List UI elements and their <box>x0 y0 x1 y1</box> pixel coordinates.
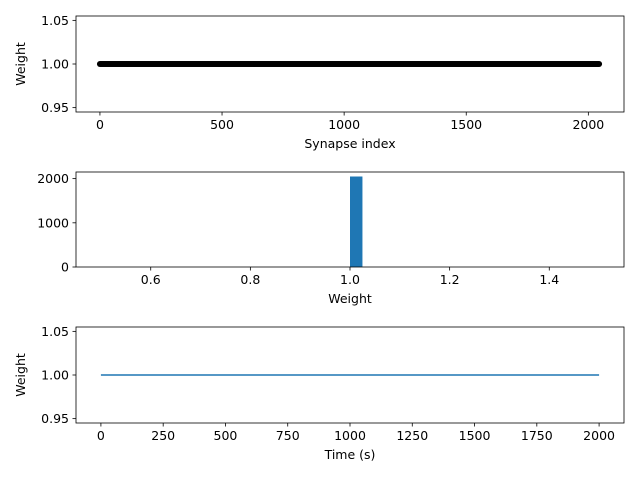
x-tick-label: 0 <box>96 117 104 132</box>
x-tick-label: 2000 <box>572 117 604 132</box>
x-tick-label: 2000 <box>583 428 615 443</box>
x-tick-label: 1.0 <box>340 272 360 287</box>
x-axis-label: Synapse index <box>304 136 395 151</box>
x-tick-label: 750 <box>276 428 300 443</box>
histogram-bar <box>350 176 363 267</box>
x-tick-label: 1750 <box>521 428 553 443</box>
x-tick-label: 1.4 <box>539 272 559 287</box>
x-tick-label: 250 <box>151 428 175 443</box>
x-tick-label: 0 <box>97 428 105 443</box>
x-tick-label: 500 <box>214 428 238 443</box>
x-tick-label: 1250 <box>396 428 428 443</box>
x-tick-label: 500 <box>210 117 234 132</box>
x-tick-label: 0.6 <box>141 272 161 287</box>
y-tick-label: 1.00 <box>41 368 69 383</box>
x-tick-label: 1500 <box>459 428 491 443</box>
scatter-point <box>596 61 603 67</box>
x-axis-label: Time (s) <box>324 447 376 462</box>
y-tick-label: 1.05 <box>41 13 69 28</box>
x-tick-label: 1.2 <box>440 272 460 287</box>
x-tick-label: 1000 <box>328 117 360 132</box>
x-tick-label: 1000 <box>334 428 366 443</box>
y-tick-label: 1.00 <box>41 57 69 72</box>
y-tick-label: 0.95 <box>41 411 69 426</box>
y-tick-label: 2000 <box>37 171 69 186</box>
chart-2: 0.6 0.8 1.0 1.2 1.4 0 1000 2000 Weight <box>37 171 625 306</box>
chart-3: 0 250 500 750 1000 1250 1500 1750 2000 0.95 1.00 1.… <box>13 324 625 462</box>
x-tick-label: 0.8 <box>240 272 260 287</box>
y-axis-label: Weight <box>13 42 28 86</box>
y-axis-label: Weight <box>13 353 28 397</box>
x-axis-label: Weight <box>328 291 372 306</box>
y-tick-label: 0 <box>61 260 69 275</box>
x-tick-label: 1500 <box>450 117 482 132</box>
y-tick-label: 1.05 <box>41 324 69 339</box>
y-tick-label: 0.95 <box>41 100 69 115</box>
y-tick-label: 1000 <box>37 215 69 230</box>
chart-1: 0 500 1000 1500 2000 0.95 1.00 1.05 Synapse inde… <box>13 13 625 151</box>
